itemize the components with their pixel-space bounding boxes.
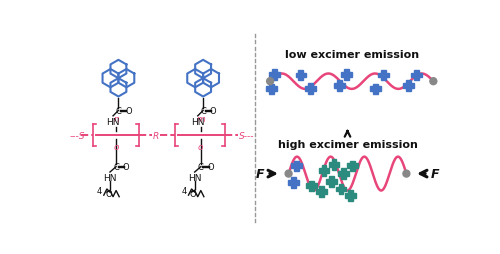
Text: HN: HN: [103, 173, 117, 182]
Polygon shape: [345, 193, 356, 198]
Text: O: O: [125, 106, 132, 116]
Polygon shape: [330, 176, 334, 187]
Polygon shape: [334, 84, 345, 89]
Polygon shape: [378, 73, 388, 78]
Polygon shape: [305, 86, 316, 91]
Polygon shape: [341, 73, 351, 77]
Polygon shape: [320, 186, 324, 197]
Text: HN: HN: [191, 117, 204, 126]
Polygon shape: [294, 161, 298, 172]
Polygon shape: [270, 73, 280, 77]
Polygon shape: [338, 171, 348, 176]
Text: F: F: [430, 167, 439, 180]
Polygon shape: [414, 70, 419, 81]
Text: O: O: [123, 163, 130, 171]
Text: high excimer emission: high excimer emission: [278, 140, 418, 150]
Polygon shape: [269, 84, 274, 95]
Text: O: O: [105, 189, 112, 198]
Text: O: O: [190, 189, 196, 198]
Text: S---: S---: [240, 131, 255, 140]
Text: O: O: [210, 106, 216, 116]
Polygon shape: [336, 187, 346, 192]
Polygon shape: [266, 87, 277, 92]
Polygon shape: [337, 81, 342, 92]
Text: F: F: [256, 167, 264, 180]
Text: C: C: [200, 106, 206, 116]
Polygon shape: [308, 83, 312, 94]
Text: HN: HN: [106, 117, 120, 126]
Polygon shape: [373, 84, 378, 95]
Polygon shape: [411, 73, 422, 78]
Polygon shape: [288, 181, 298, 185]
Polygon shape: [316, 189, 327, 194]
Polygon shape: [291, 178, 296, 188]
Polygon shape: [348, 190, 352, 201]
Polygon shape: [404, 84, 414, 89]
Polygon shape: [310, 181, 314, 192]
Text: n: n: [113, 115, 119, 124]
Polygon shape: [347, 164, 358, 169]
Text: R: R: [153, 131, 160, 140]
Polygon shape: [332, 159, 336, 170]
Text: o: o: [198, 142, 203, 151]
Text: ---S: ---S: [70, 131, 86, 140]
Text: C: C: [113, 163, 119, 171]
Polygon shape: [406, 81, 411, 92]
Polygon shape: [322, 165, 326, 176]
Polygon shape: [344, 70, 349, 80]
Circle shape: [430, 78, 437, 85]
Text: low excimer emission: low excimer emission: [284, 50, 419, 60]
Polygon shape: [338, 184, 344, 195]
Text: O: O: [208, 163, 214, 171]
Text: m: m: [196, 115, 205, 124]
Polygon shape: [306, 184, 317, 188]
Polygon shape: [298, 70, 304, 81]
Polygon shape: [291, 164, 302, 169]
Polygon shape: [318, 168, 330, 173]
Text: 4: 4: [96, 186, 102, 195]
Circle shape: [403, 170, 410, 177]
Polygon shape: [370, 87, 381, 92]
Polygon shape: [328, 162, 340, 167]
Text: HN: HN: [188, 173, 202, 182]
Text: o: o: [114, 142, 119, 151]
Circle shape: [285, 170, 292, 177]
Polygon shape: [341, 169, 345, 179]
Polygon shape: [296, 73, 306, 78]
Circle shape: [266, 78, 274, 85]
Polygon shape: [350, 161, 355, 172]
Polygon shape: [326, 179, 337, 184]
Polygon shape: [381, 70, 386, 81]
Polygon shape: [272, 70, 277, 80]
Text: C: C: [198, 163, 203, 171]
Text: 4: 4: [181, 186, 186, 195]
Text: C: C: [116, 106, 121, 116]
